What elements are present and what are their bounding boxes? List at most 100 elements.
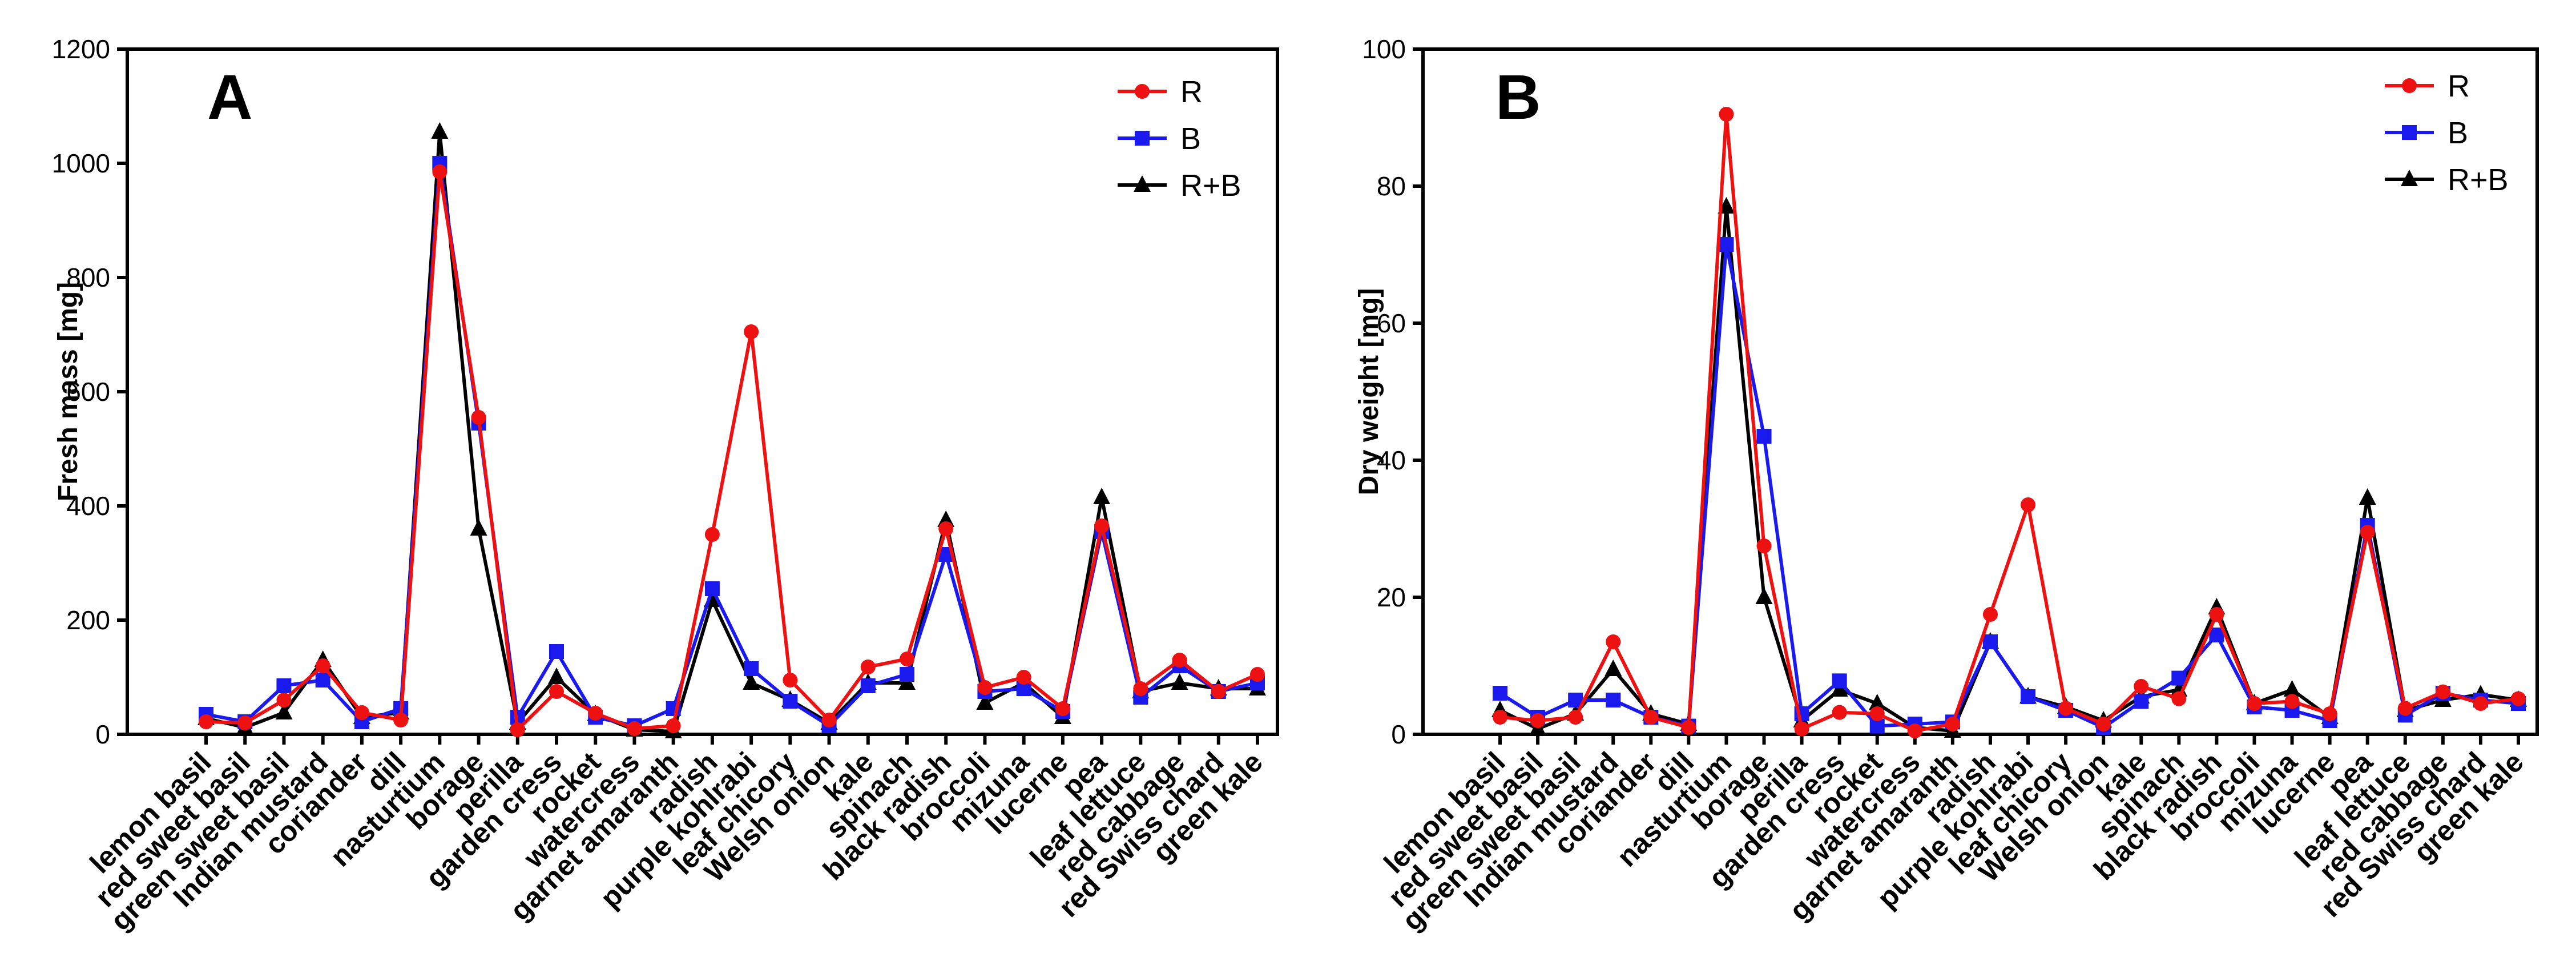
panel-a-point-r-perilla: [510, 722, 525, 737]
panel-b-point-b-purple-kohlrabi: [2021, 689, 2036, 704]
panel-a-legend-marker-r: [1135, 84, 1150, 99]
panel-a-point-r-leaf-chicory: [783, 673, 798, 687]
panel-b-point-r-plus-b-mizuna: [2283, 680, 2301, 697]
panel-b-point-b-garden-cress: [1832, 673, 1847, 689]
panel-a-point-r-watercress: [627, 721, 642, 736]
panel-a-point-r-leaf-lettuce: [1133, 681, 1148, 696]
panel-a-point-b-garden-cress: [549, 644, 564, 659]
panel-a-legend: RB R+B: [1118, 75, 1241, 203]
panel-b-point-r-spinach: [2171, 691, 2187, 706]
panel-a-legend-label-b: B: [1180, 122, 1201, 156]
panel-b-legend-label-r: R: [2448, 69, 2470, 103]
panel-b-point-r-black-radish: [2209, 607, 2224, 622]
panel-a-point-r-plus-b-broccoli: [976, 693, 994, 710]
panel-a-point-r-black-radish: [938, 521, 954, 536]
panel-b-point-r-borage: [1756, 538, 1772, 553]
panel-b-point-r-leaf-chicory: [2058, 701, 2074, 716]
panel-a-point-r-plus-b-purple-kohlrabi: [743, 673, 760, 690]
panel-b-point-r-plus-b-pea: [2359, 488, 2376, 505]
panel-b-legend-marker-r: [2402, 78, 2417, 93]
panel-b-point-b-indian-mustard: [1606, 693, 1621, 707]
panel-a-point-b-spinach: [900, 667, 914, 682]
panel-a-point-r-kale: [860, 660, 876, 674]
panel-a-line-r: [205, 170, 1259, 731]
panel-a-point-r-plus-b-borage: [470, 519, 487, 536]
panel-b-point-r-perilla: [1794, 721, 1809, 737]
panel-a-point-r-green-sweet-basil: [276, 693, 292, 707]
panel-b-point-r-green-kale: [2511, 691, 2526, 706]
panel-b-point-r-coriander: [1643, 710, 1659, 725]
panel-b-point-r-garden-cress: [1832, 705, 1847, 720]
panel-a-point-r-red-swiss-chard: [1211, 684, 1226, 699]
panel-b-y-tick-label-40: 40: [1377, 445, 1406, 475]
panel-a-point-r-lucerne: [1055, 701, 1070, 716]
panel-a-point-b-leaf-chicory: [783, 694, 798, 709]
panel-a-point-r-plus-b-garden-cress: [548, 668, 565, 684]
panel-b-series-r: [1493, 107, 2526, 738]
panel-b-point-r-lemon-basil: [1493, 710, 1507, 725]
panel-b-legend-marker-b: [2402, 125, 2417, 140]
panel-b-legend: RB R+B: [2385, 69, 2509, 197]
panel-a-point-b-purple-kohlrabi: [744, 661, 759, 676]
panel-b-legend-marker-r-plus-b: [2401, 170, 2418, 186]
panel-a-point-r-plus-b-pea: [1093, 488, 1111, 504]
panel-b-point-r-green-sweet-basil: [1568, 710, 1583, 725]
panel-a-point-r-pea: [1094, 518, 1110, 533]
panel-a-point-r-radish: [704, 527, 720, 542]
panel-b-point-r-broccoli: [2247, 696, 2262, 711]
panel-a-y-tick-label-200: 200: [66, 605, 110, 635]
panel-b-point-r-rocket: [1869, 706, 1885, 721]
panel-b-point-b-spinach: [2171, 670, 2187, 686]
panel-b-point-r-red-sweet-basil: [1530, 713, 1546, 728]
panel-b-point-r-plus-b-rocket: [1868, 694, 1886, 710]
panel-a-letter: A: [207, 62, 252, 132]
panel-b-point-r-dill: [1681, 720, 1696, 735]
panel-a-series-r: [199, 164, 1265, 737]
panel-a-point-r-garden-cress: [549, 684, 564, 699]
panel-a-y-tick-label-600: 600: [66, 377, 110, 407]
panel-a-point-r-indian-mustard: [315, 658, 330, 673]
panel-b-y-tick-label-80: 80: [1377, 171, 1406, 201]
panel-a-point-r-spinach: [900, 652, 914, 666]
panel-a-point-r-lemon-basil: [199, 714, 213, 729]
panel-a-y-tick-label-400: 400: [66, 491, 110, 521]
panel-b-y-tick-label-20: 20: [1377, 582, 1406, 612]
panel-a-legend-label-r-plus-b: R+B: [1180, 168, 1241, 203]
panel-b-y-tick-label-0: 0: [1391, 719, 1406, 749]
panel-b-y-tick-label-60: 60: [1377, 308, 1406, 338]
panel-b-point-b-borage: [1756, 429, 1772, 444]
panel-a-y-axis-title: Fresh mass [mg]: [53, 282, 83, 501]
panel-b-point-r-pea: [2360, 525, 2375, 540]
panel-a-point-r-purple-kohlrabi: [744, 324, 759, 339]
panel-a-point-r-red-sweet-basil: [237, 715, 253, 730]
panel-b-point-r-purple-kohlrabi: [2021, 497, 2036, 512]
panel-b-y-axis-title: Dry weight [mg]: [1354, 288, 1384, 496]
panel-b-point-b-kale: [2134, 694, 2149, 709]
panel-b-plot-frame: [1421, 47, 2539, 736]
panel-b-point-r-mizuna: [2284, 694, 2300, 709]
panel-a-y-ticks: 0 200 400 600 800 1000 1200: [52, 34, 127, 749]
panel-b-series: [1491, 107, 2527, 738]
panel-a-point-r-borage: [471, 410, 486, 425]
panel-b-point-r-watercress: [1907, 723, 1922, 738]
panel-a-point-r-welsh-onion: [821, 713, 837, 727]
panel-a-y-tick-label-0: 0: [95, 719, 110, 749]
panel-a-point-r-coriander: [354, 705, 369, 720]
panel-b-line-r: [1499, 112, 2519, 733]
panel-b-point-r-kale: [2134, 679, 2149, 694]
panel-b-point-r-plus-b-borage: [1755, 588, 1773, 604]
panel-b-y-tick-label-100: 100: [1362, 34, 1406, 64]
panel-b-point-r-red-cabbage: [2435, 684, 2450, 699]
panel-a-point-r-red-cabbage: [1172, 653, 1187, 668]
panel-a-point-b-kale: [860, 678, 876, 693]
panel-b-point-r-plus-b-indian-mustard: [1605, 660, 1622, 676]
panel-b-point-r-nasturtium: [1719, 107, 1734, 122]
panel-a-point-r-rocket: [588, 706, 603, 721]
panel-a-point-r-nasturtium: [432, 164, 448, 179]
panel-a-legend-marker-b: [1135, 131, 1150, 146]
panel-a-point-r-mizuna: [1016, 670, 1031, 685]
panel-a-point-r-dill: [393, 713, 409, 727]
panel-b-point-r-plus-b-garden-cress: [1831, 680, 1848, 697]
